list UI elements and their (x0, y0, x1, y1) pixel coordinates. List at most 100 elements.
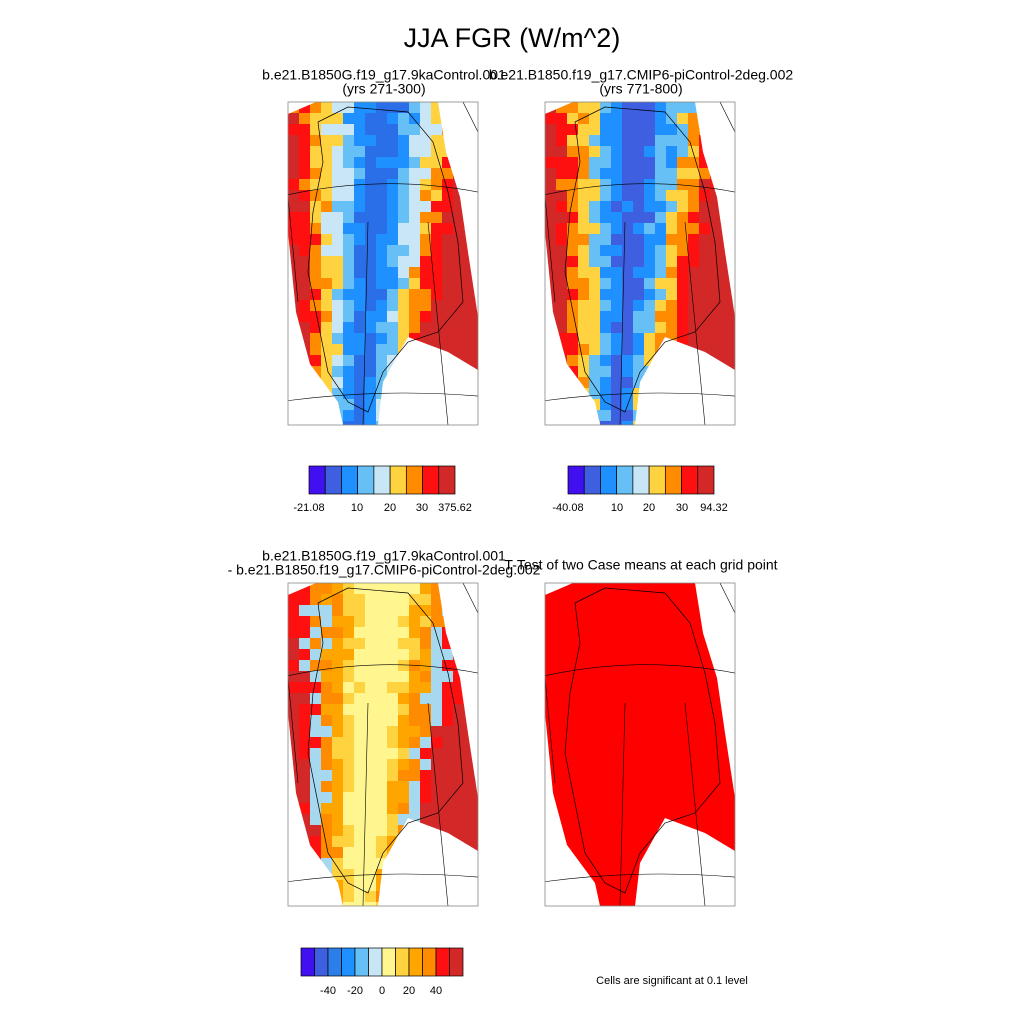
cell (420, 792, 432, 804)
cell (589, 234, 601, 246)
cell (310, 421, 322, 425)
cell (409, 322, 421, 334)
colorbar-label: -40 (320, 985, 336, 997)
cell (332, 267, 344, 279)
cell (666, 421, 678, 425)
cell (376, 190, 388, 202)
cell (710, 135, 722, 147)
cell (453, 616, 465, 628)
cell (310, 649, 322, 661)
cell (567, 355, 579, 367)
cell (545, 366, 557, 378)
colorbar-label: 94.32 (700, 502, 728, 514)
cell (545, 388, 557, 400)
colorbar-box (449, 947, 464, 977)
cell (622, 333, 634, 345)
cell (288, 388, 300, 400)
cell (600, 190, 612, 202)
cell (321, 605, 333, 617)
cell (600, 311, 612, 323)
cell (299, 322, 311, 334)
cell (299, 146, 311, 158)
cell (288, 245, 300, 257)
cell (354, 682, 366, 694)
cell (343, 179, 355, 191)
cell (431, 410, 443, 422)
meridian (462, 583, 478, 614)
cell (387, 781, 399, 793)
cell (420, 311, 432, 323)
panel-frame (544, 582, 736, 907)
cell (376, 715, 388, 727)
colorbar-box (632, 465, 650, 495)
cell (354, 825, 366, 837)
cell (343, 737, 355, 749)
map-panel (544, 101, 736, 426)
cell (578, 201, 590, 213)
cell (677, 146, 689, 158)
cell (431, 267, 443, 279)
cell (310, 825, 322, 837)
cell (310, 135, 322, 147)
cell (409, 715, 421, 727)
cell (688, 399, 700, 411)
cell (721, 245, 733, 257)
cell (398, 616, 410, 628)
cell (721, 322, 733, 334)
cell (666, 190, 678, 202)
cell (288, 583, 300, 595)
cell (655, 223, 667, 235)
cell (622, 289, 634, 301)
colorbar-box (422, 465, 440, 495)
cell (475, 421, 478, 425)
cell (556, 366, 568, 378)
cell (288, 616, 300, 628)
cell (398, 366, 410, 378)
cell (299, 825, 311, 837)
cell (545, 311, 557, 323)
cell (475, 300, 478, 312)
cell (420, 124, 432, 136)
cell (644, 366, 656, 378)
cell (321, 344, 333, 356)
cell (409, 300, 421, 312)
cell (644, 157, 656, 169)
cell (310, 715, 322, 727)
cell (567, 190, 579, 202)
cell (699, 201, 711, 213)
cell (288, 157, 300, 169)
cell (545, 344, 557, 356)
cell (398, 748, 410, 760)
cell (732, 135, 735, 147)
cell (420, 377, 432, 389)
cell (677, 245, 689, 257)
cell (420, 836, 432, 848)
cell (442, 781, 454, 793)
cell (633, 300, 645, 312)
cell (431, 201, 443, 213)
cell (732, 355, 735, 367)
cell (622, 355, 634, 367)
cell (376, 333, 388, 345)
cell (420, 344, 432, 356)
cell (343, 748, 355, 760)
cell (310, 759, 322, 771)
cell (354, 124, 366, 136)
cell (589, 102, 601, 114)
cell (321, 803, 333, 815)
cell (633, 333, 645, 345)
cell (666, 388, 678, 400)
cell (398, 179, 410, 191)
cell (633, 201, 645, 213)
cell (655, 157, 667, 169)
cell (545, 399, 557, 411)
cell (332, 366, 344, 378)
cell (398, 759, 410, 771)
cell (431, 781, 443, 793)
cell (387, 113, 399, 125)
cell (288, 660, 300, 672)
cell (299, 583, 311, 595)
cell (332, 616, 344, 628)
cell (321, 737, 333, 749)
cell (677, 344, 689, 356)
